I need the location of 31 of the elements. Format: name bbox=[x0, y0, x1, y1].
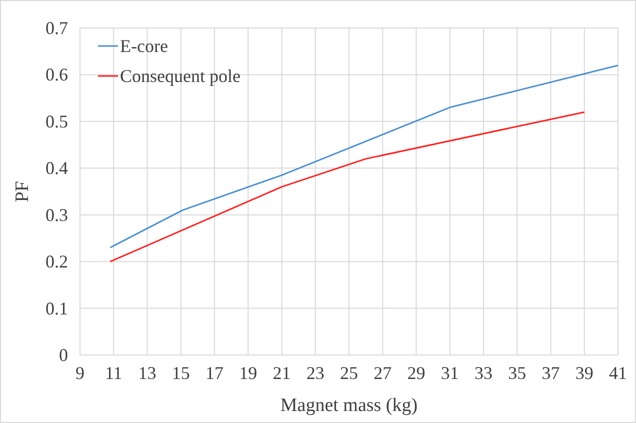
y-tick-label: 0.1 bbox=[46, 298, 68, 318]
x-tick-label: 41 bbox=[609, 363, 627, 383]
y-tick-label: 0 bbox=[59, 345, 68, 365]
x-tick-label: 29 bbox=[407, 363, 426, 383]
legend-label: E-core bbox=[120, 36, 168, 56]
y-tick-label: 0.3 bbox=[46, 204, 68, 225]
y-tick-label: 0.7 bbox=[46, 18, 68, 38]
x-axis-title: Magnet mass (kg) bbox=[280, 395, 418, 416]
x-tick-label: 39 bbox=[575, 363, 594, 383]
x-tick-label: 37 bbox=[542, 363, 560, 383]
x-tick-label: 25 bbox=[340, 363, 358, 383]
x-tick-label: 21 bbox=[272, 363, 291, 383]
x-tick-label: 17 bbox=[206, 363, 224, 383]
y-tick-label: 0.5 bbox=[46, 111, 68, 132]
x-tick-label: 13 bbox=[138, 363, 156, 383]
x-tick-label: 11 bbox=[104, 363, 122, 383]
x-tick-label: 19 bbox=[239, 363, 258, 383]
y-tick-label: 0.2 bbox=[46, 252, 68, 272]
line-series bbox=[110, 64, 619, 248]
x-tick-label: 31 bbox=[440, 363, 459, 383]
x-tick-label: 15 bbox=[172, 363, 190, 383]
x-tick-label: 33 bbox=[474, 363, 492, 383]
x-tick-label: 27 bbox=[374, 363, 392, 383]
x-tick-label: 9 bbox=[76, 363, 84, 383]
x-tick-label: 35 bbox=[508, 363, 526, 383]
y-axis-title: PF bbox=[12, 180, 33, 202]
line-series bbox=[110, 111, 586, 262]
y-tick-label: 0.6 bbox=[46, 64, 68, 85]
x-tick-label: 23 bbox=[306, 363, 324, 383]
y-tick-label: 0.4 bbox=[46, 158, 68, 178]
legend-label: Consequent pole bbox=[120, 66, 240, 86]
